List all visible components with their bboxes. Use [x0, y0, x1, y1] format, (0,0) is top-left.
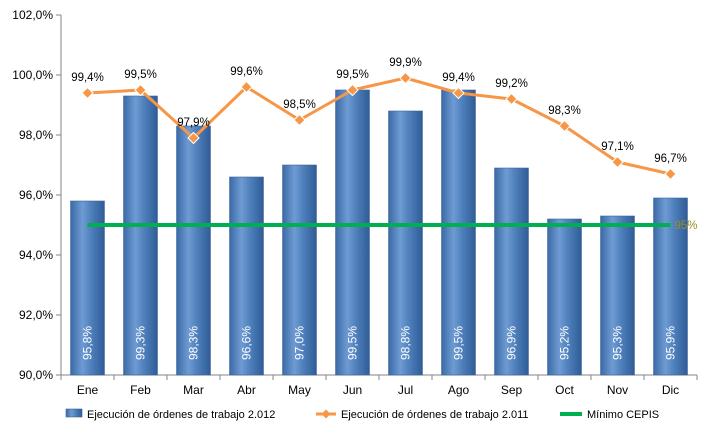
x-tick-label: Mar [183, 383, 204, 397]
series-2011-marker [293, 113, 306, 127]
bar [441, 89, 476, 376]
series-2011-value-label: 97,1% [601, 141, 634, 153]
legend: Ejecución de órdenes de trabajo 2.012 Eje… [65, 408, 659, 421]
series-2011-value-label: 99,5% [124, 69, 157, 81]
series-2011-value-label: 99,2% [495, 78, 528, 90]
y-tick-label: 100,0% [12, 68, 53, 82]
series-2011-value-label: 99,9% [389, 57, 422, 69]
series-2011-line [87, 76, 671, 176]
bar-value-label: 99,5% [452, 326, 466, 360]
series-2011-value-label: 98,5% [283, 99, 316, 111]
x-tick-label: Ago [448, 383, 470, 397]
bar [70, 200, 105, 376]
legend-label-minimum: Mínimo CEPIS [587, 409, 659, 421]
series-2011-marker [664, 167, 677, 181]
series-2011-marker [611, 155, 624, 169]
y-tick-label: 94,0% [19, 248, 53, 262]
x-tick-label: Sep [501, 383, 523, 397]
x-tick-label: Ene [77, 383, 99, 397]
series-2011-marker [81, 86, 94, 100]
bar-value-label: 95,9% [664, 326, 678, 360]
x-tick-label: Abr [237, 383, 256, 397]
bar-value-label: 96,9% [505, 326, 519, 360]
bar-value-label: 99,5% [346, 326, 360, 360]
y-tick-label: 92,0% [19, 308, 53, 322]
bar-value-label: 95,2% [558, 326, 572, 360]
legend-label-2012: Ejecución de órdenes de trabajo 2.012 [87, 409, 275, 421]
bar [123, 95, 158, 376]
x-tick-label: Nov [607, 383, 628, 397]
series-2011-marker [240, 80, 253, 94]
bar [653, 197, 688, 376]
series-2011-value-label: 97,9% [177, 117, 210, 129]
bar [335, 89, 370, 376]
series-2011-marker [187, 131, 200, 145]
legend-swatch-2012 [65, 408, 83, 418]
x-tick-label: Dic [662, 383, 679, 397]
bar [229, 176, 264, 376]
series-2011-marker [452, 86, 465, 100]
minimum-line-group: 95% [87, 220, 698, 232]
bar-value-label: 97,0% [293, 326, 307, 360]
x-tick-label: Jun [343, 383, 362, 397]
y-tick-label: 90,0% [19, 368, 53, 382]
minimum-cepis-label: 95% [675, 220, 698, 232]
y-tick-label: 96,0% [19, 188, 53, 202]
axes: 90,0% 92,0% 94,0% 96,0% 98,0% 100,0% 102,0% Ene… [12, 8, 698, 397]
series-2011-value-label: 99,6% [230, 66, 263, 78]
bar [494, 167, 529, 376]
series-2011-value-label: 99,5% [336, 69, 369, 81]
series-2011-value-label: 99,4% [71, 72, 104, 84]
bars: 95,8% 99,3% 98,3% 96,6% 97,0% 99,5% 98,8% 99,5%… [70, 89, 688, 376]
bar-value-label: 98,8% [399, 326, 413, 360]
series-2011-value-label: 96,7% [654, 153, 687, 165]
series-2011-marker [346, 83, 359, 97]
x-tick-label: Oct [555, 383, 574, 397]
legend-marker-2011 [321, 409, 331, 419]
y-tick-label: 98,0% [19, 128, 53, 142]
bar [388, 110, 423, 376]
y-tick-label: 102,0% [12, 8, 53, 22]
x-tick-label: May [288, 383, 311, 397]
bar-value-label: 99,3% [134, 326, 148, 360]
series-2011-marker [134, 83, 147, 97]
series-2011-value-label: 99,4% [442, 72, 475, 84]
bar [176, 125, 211, 376]
x-tick-label: Feb [130, 383, 151, 397]
bar-value-label: 96,6% [240, 326, 254, 360]
line-2011-group: 99,4% 99,5% 97,9% 99,6% 98,5% 99,5% 99,9% 99,4%… [71, 57, 687, 181]
series-2011-marker [399, 71, 412, 85]
bar-value-label: 95,3% [611, 326, 625, 360]
series-2011-marker [558, 119, 571, 133]
bar-value-label: 95,8% [81, 326, 95, 360]
legend-label-2011: Ejecución de órdenes de trabajo 2.011 [341, 409, 529, 421]
bar [600, 215, 635, 376]
series-2011-marker [505, 92, 518, 106]
bar-value-label: 98,3% [187, 326, 201, 360]
bar [547, 218, 582, 376]
bar [282, 164, 317, 376]
series-2011-value-label: 98,3% [548, 105, 581, 117]
x-tick-label: Jul [398, 383, 413, 397]
